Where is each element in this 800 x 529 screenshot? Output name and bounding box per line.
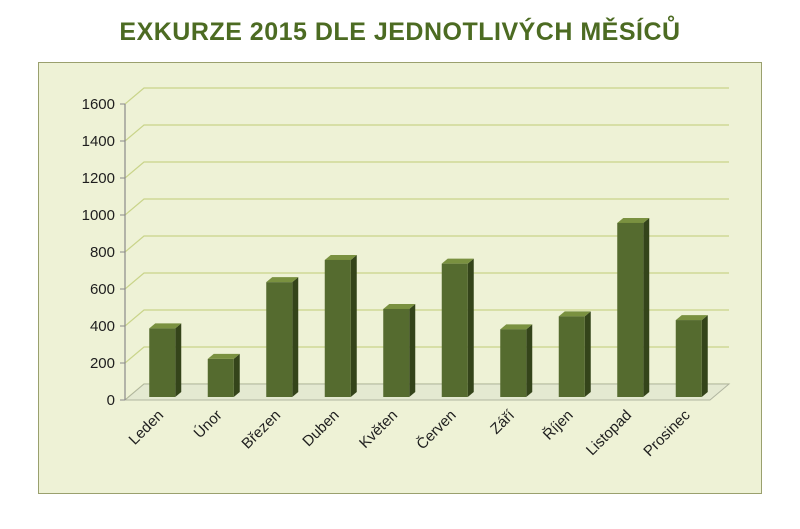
bar-front xyxy=(675,320,702,397)
x-tick-label: Květen xyxy=(356,407,401,452)
bar-front xyxy=(266,282,293,397)
gridline xyxy=(124,161,729,179)
bar-side xyxy=(409,303,416,397)
bar xyxy=(266,277,299,397)
bar-side xyxy=(175,323,182,397)
bar-front xyxy=(149,328,176,397)
bar-front xyxy=(207,358,234,397)
bar-side xyxy=(526,324,533,397)
y-tick-label: 1200 xyxy=(82,170,115,187)
x-tick-label: Leden xyxy=(126,407,168,449)
x-tick-label: Listopad xyxy=(583,407,635,459)
bar-side xyxy=(233,353,240,397)
y-tick-label: 400 xyxy=(90,318,115,335)
x-tick-label: Červen xyxy=(413,407,459,453)
bar-front xyxy=(617,222,644,397)
bar-top xyxy=(383,303,416,309)
bar xyxy=(617,217,650,397)
y-tick-label: 1000 xyxy=(82,207,115,224)
bar-top xyxy=(617,217,650,223)
x-tick-label: Prosinec xyxy=(640,406,694,460)
x-tick-label: Duben xyxy=(299,407,342,450)
bar xyxy=(500,324,533,397)
bar-top xyxy=(207,353,240,359)
bar-side xyxy=(467,258,474,397)
bar-front xyxy=(441,263,468,397)
bar xyxy=(207,353,240,397)
bar-top xyxy=(675,315,708,321)
bar-front xyxy=(558,316,585,397)
gridline xyxy=(124,87,729,105)
gridline xyxy=(124,124,729,142)
bar-top xyxy=(149,323,182,329)
y-tick-label: 1600 xyxy=(82,96,115,113)
bar xyxy=(324,254,357,397)
bar-top xyxy=(558,311,591,317)
x-tick-label: Únor xyxy=(191,407,226,442)
bar xyxy=(149,323,182,397)
gridline xyxy=(124,272,729,290)
bar-top xyxy=(266,277,299,283)
bar xyxy=(441,258,474,397)
y-tick-label: 1400 xyxy=(82,133,115,150)
x-tick-label: Září xyxy=(487,406,518,437)
bar-side xyxy=(292,277,299,397)
bar-side xyxy=(584,311,591,397)
bar-side xyxy=(701,315,708,397)
gridlines xyxy=(124,87,729,401)
x-tick-label: Říjen xyxy=(540,407,577,444)
bar-front xyxy=(383,308,410,397)
bar-side xyxy=(350,254,357,397)
y-tick-label: 600 xyxy=(90,281,115,298)
bar-top xyxy=(500,324,533,330)
gridline xyxy=(124,346,729,364)
chart-title: EXKURZE 2015 DLE JEDNOTLIVÝCH MĚSÍCŮ xyxy=(119,18,681,46)
bar-front xyxy=(324,259,351,397)
bar-front xyxy=(500,329,527,397)
gridline xyxy=(124,198,729,216)
bars xyxy=(149,217,708,397)
bar xyxy=(558,311,591,397)
y-tick-label: 800 xyxy=(90,244,115,261)
gridline xyxy=(124,309,729,327)
y-tick-label: 0 xyxy=(107,392,115,409)
bar xyxy=(383,303,416,397)
gridline xyxy=(124,235,729,253)
x-tick-labels: Leden Únor Březen Duben Květen Červen Září Říje… xyxy=(126,406,694,460)
bar-side xyxy=(643,217,650,397)
bar-top xyxy=(324,254,357,260)
x-tick-label: Březen xyxy=(238,407,284,453)
bar xyxy=(675,315,708,397)
y-tick-label: 200 xyxy=(90,355,115,372)
y-tick-labels: 0 200 400 600 800 1000 1200 1400 1600 xyxy=(82,96,115,409)
bar-top xyxy=(441,258,474,264)
